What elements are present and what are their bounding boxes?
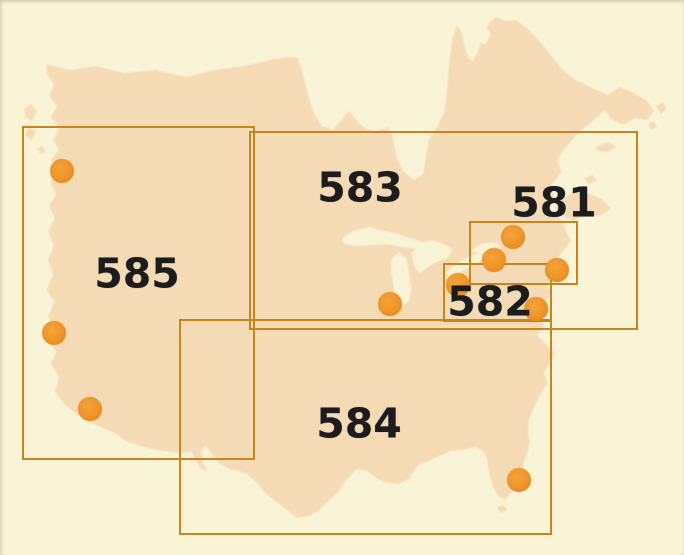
florida-keys <box>497 505 508 513</box>
city-dot <box>482 248 506 272</box>
city-dot <box>507 468 531 492</box>
vancouver-islet <box>24 104 37 121</box>
lake-superior <box>342 227 432 250</box>
sheet-number-583: 583 <box>317 163 403 212</box>
newfoundland-island <box>603 87 654 125</box>
coastal-islet <box>648 121 657 130</box>
sheet-number-584: 584 <box>316 399 402 448</box>
city-dot <box>524 297 548 321</box>
lake-huron <box>412 240 452 273</box>
coastal-islet <box>584 175 597 184</box>
sheet-box-583[interactable] <box>249 131 638 330</box>
city-dot <box>378 292 402 316</box>
city-dot <box>446 273 470 297</box>
city-dot <box>545 258 569 282</box>
sheet-box-585[interactable] <box>22 126 255 460</box>
coastal-islet <box>656 102 667 114</box>
mainland-shape <box>46 17 613 518</box>
sheet-number-585: 585 <box>94 249 180 298</box>
city-dot <box>42 321 66 345</box>
sheet-number-582: 582 <box>447 277 533 326</box>
anticosti-island <box>596 142 616 152</box>
sheet-box-584[interactable] <box>179 319 552 535</box>
quebec-lake <box>478 27 491 45</box>
lake-ontario <box>471 242 501 254</box>
lake-erie <box>446 253 484 278</box>
sheet-box-581[interactable] <box>469 221 578 285</box>
nova-scotia-peninsula <box>555 192 611 221</box>
city-dot <box>50 159 74 183</box>
sheet-number-581: 581 <box>511 178 597 227</box>
vancouver-islet <box>25 127 36 141</box>
coastal-islet <box>38 146 45 155</box>
city-dot <box>78 397 102 421</box>
city-dot <box>501 225 525 249</box>
